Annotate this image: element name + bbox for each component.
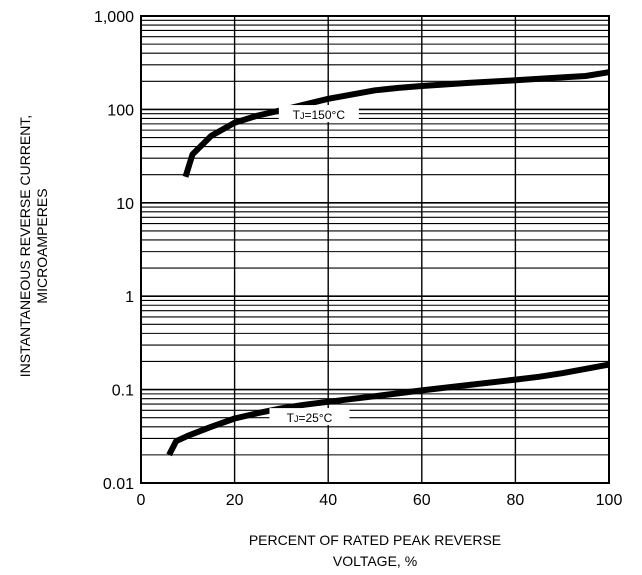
x-tick-label: 100 — [596, 492, 623, 509]
x-axis-title-line2: VOLTAGE, % — [333, 553, 417, 569]
series-line-1 — [182, 69, 610, 178]
y-tick-label: 1 — [125, 289, 134, 306]
y-tick-label: 0.1 — [112, 383, 134, 400]
grid — [140, 16, 610, 484]
y-tick-label: 100 — [107, 102, 134, 119]
x-tick-label: 80 — [507, 492, 525, 509]
series-line-2 — [166, 361, 610, 457]
x-tick-label: 0 — [137, 492, 146, 509]
x-axis-title-line1: PERCENT OF RATED PEAK REVERSE — [249, 532, 501, 548]
y-tick-label: 0.01 — [103, 476, 134, 493]
x-tick-label: 20 — [226, 492, 244, 509]
x-tick-label: 40 — [319, 492, 337, 509]
tick-labels: 0 20 40 60 80 100 0.01 0.1 1 10 100 1,000 — [94, 9, 622, 509]
series-label: TJ=25°C — [287, 411, 333, 425]
series-label: TJ=150°C — [293, 108, 346, 122]
plot-frame — [140, 15, 610, 484]
curves: TJ=150°C TJ=25°C — [166, 69, 610, 457]
y-tick-label: 10 — [116, 196, 134, 213]
y-axis-title-line2: MICROAMPERES — [34, 188, 50, 303]
y-tick-label: 1,000 — [94, 9, 134, 26]
x-tick-label: 60 — [413, 492, 431, 509]
series-label-box — [278, 105, 359, 123]
y-axis-title-line1: INSTANTANEOUS REVERSE CURRENT, — [17, 115, 33, 377]
series-label-box — [269, 408, 350, 426]
